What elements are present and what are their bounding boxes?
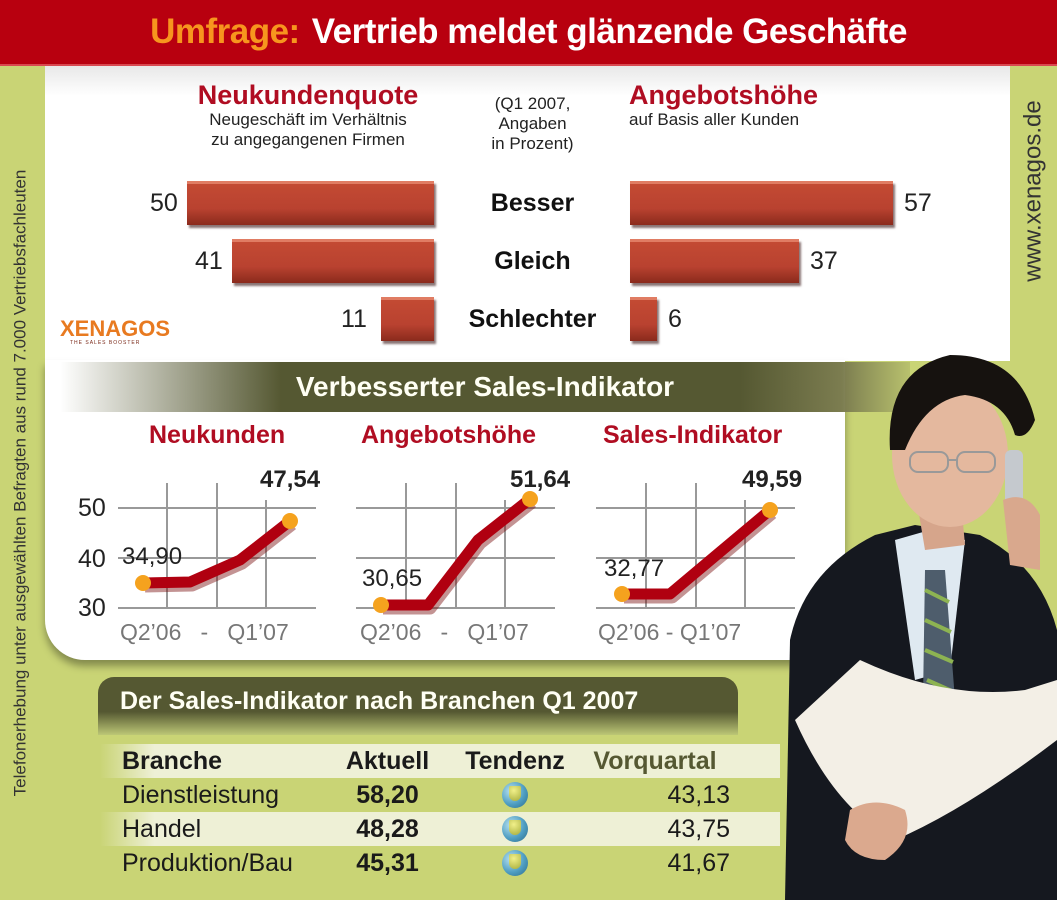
- globe-icon: [502, 816, 528, 842]
- angebot-bar-schlechter: [630, 297, 657, 341]
- neukunden-bar-schlechter: [381, 297, 434, 341]
- title-prefix: Umfrage:: [150, 12, 300, 51]
- y-tick-50: 50: [78, 494, 106, 522]
- logo-wordmark: XENAGOS: [60, 316, 171, 341]
- angebot-bar-gleich: [630, 239, 799, 283]
- chart-title-sales-indikator: Sales-Indikator: [603, 421, 783, 449]
- y-tick-40: 40: [78, 545, 106, 573]
- table-header-row: Branche Aktuell Tendenz Vorquartal: [100, 744, 780, 778]
- logo-tagline: THE SALES BOOSTER: [70, 340, 141, 346]
- angebotshoehe-heading: Angebotshöhe auf Basis aller Kunden: [629, 80, 818, 129]
- neukunden-value-gleich: 41: [195, 247, 223, 275]
- survey-method-note: Telefonerhebung unter ausgewählten Befra…: [10, 169, 29, 797]
- table-row: Dienstleistung 58,20 43,13: [122, 780, 730, 809]
- sales-x-label: Q2’06 - Q1’07: [598, 619, 742, 645]
- category-besser: Besser: [490, 189, 575, 217]
- col-branche: Branche: [122, 746, 223, 775]
- neukunden-bar-besser: [187, 181, 434, 225]
- neukundenquote-heading: Neukundenquote Neugeschäft im Verhältnis…: [197, 80, 419, 149]
- angebot-x-label: Q2’06 - Q1’07: [360, 619, 529, 645]
- angebot-end-value: 51,64: [510, 466, 571, 493]
- globe-icon: [502, 850, 528, 876]
- sales-end-value: 49,59: [742, 466, 803, 493]
- angebot-value-gleich: 37: [810, 247, 838, 275]
- globe-icon: [502, 782, 528, 808]
- neukunden-bar-gleich: [232, 239, 434, 283]
- businessman-photo: [765, 340, 1057, 900]
- indicator-section-title: Verbesserter Sales-Indikator: [60, 362, 910, 412]
- angebot-value-schlechter: 6: [668, 305, 682, 333]
- chart-title-angebotshoehe: Angebotshöhe: [361, 421, 536, 449]
- angebot-start-value: 30,65: [362, 565, 423, 592]
- table-row: Produktion/Bau 45,31 41,67: [122, 848, 730, 877]
- page-title: Umfrage: Vertrieb meldet glänzende Gesch…: [0, 0, 1057, 66]
- neukunden-value-besser: 50: [150, 189, 178, 217]
- chart-title-neukunden: Neukunden: [149, 421, 286, 449]
- angebot-value-besser: 57: [904, 189, 932, 217]
- angebot-bar-besser: [630, 181, 893, 225]
- website-url: www.xenagos.de: [1019, 100, 1047, 282]
- category-gleich: Gleich: [494, 247, 571, 275]
- neukunden-start-value: 34,90: [122, 543, 183, 570]
- neukunden-x-label: Q2’06 - Q1’07: [120, 619, 289, 645]
- category-schlechter: Schlechter: [468, 305, 597, 333]
- title-main: Vertrieb meldet glänzende Geschäfte: [311, 12, 908, 51]
- y-tick-30: 30: [78, 594, 106, 622]
- neukunden-end-value: 47,54: [260, 466, 321, 493]
- col-vorquartal: Vorquartal: [593, 746, 717, 775]
- neukunden-value-schlechter: 11: [341, 305, 367, 333]
- table-title: Der Sales-Indikator nach Branchen Q1 200…: [98, 677, 738, 735]
- survey-unit-note: (Q1 2007, Angaben in Prozent): [491, 94, 574, 153]
- col-tendenz: Tendenz: [465, 746, 565, 775]
- col-aktuell: Aktuell: [345, 746, 430, 775]
- xenagos-logo: XENAGOS THE SALES BOOSTER: [60, 316, 175, 346]
- table-row: Handel 48,28 43,75: [100, 812, 780, 846]
- sales-start-value: 32,77: [604, 555, 665, 582]
